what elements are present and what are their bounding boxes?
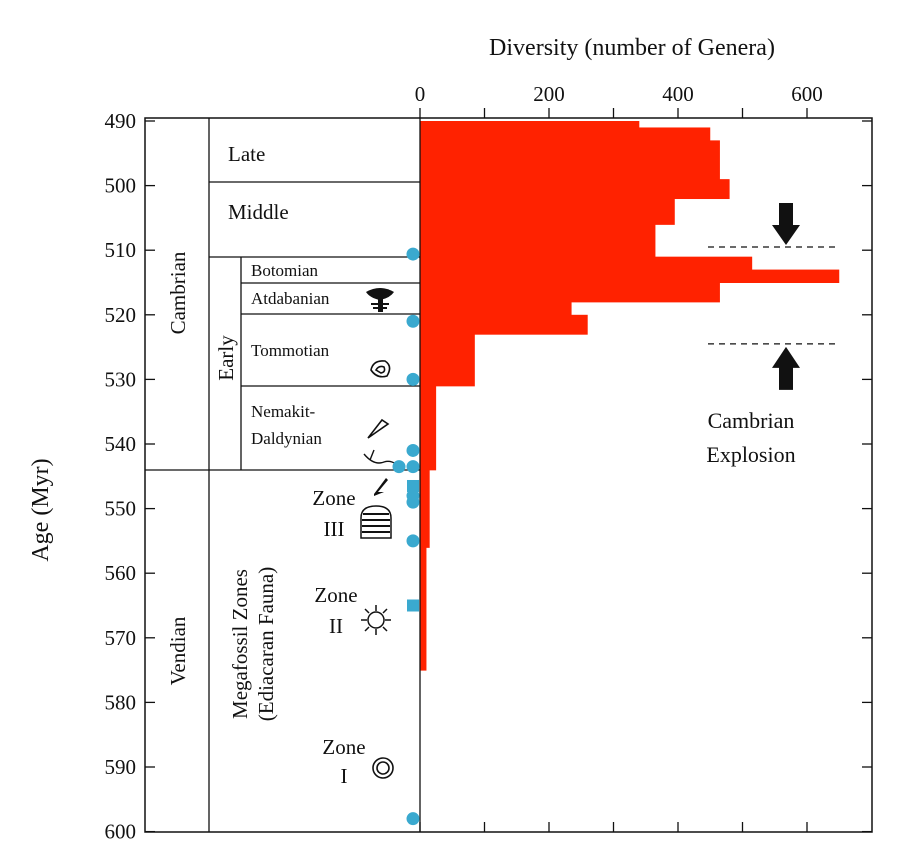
diversity-bar-4 bbox=[420, 198, 675, 225]
sample-markers bbox=[392, 247, 420, 826]
diversity-bar-10 bbox=[420, 314, 588, 335]
y-tick-label-3: 520 bbox=[105, 303, 137, 327]
sample-marker-10 bbox=[407, 599, 419, 612]
x-tick-label-0: 0 bbox=[415, 82, 426, 106]
x-tick-label-1: 200 bbox=[533, 82, 565, 106]
period-label-cambrian: Cambrian bbox=[166, 251, 190, 334]
explosion-label-line1: Cambrian bbox=[708, 408, 795, 433]
y-axis-title: Age (Myr) bbox=[28, 458, 54, 561]
strat-column-lines bbox=[145, 118, 421, 832]
fossil-medusoid-icon bbox=[361, 605, 391, 635]
fossil-cone-icon bbox=[367, 418, 390, 439]
diversity-bar-13 bbox=[420, 469, 430, 548]
epoch-label-early: Early bbox=[214, 335, 238, 381]
fossil-frond-icon bbox=[360, 505, 392, 539]
epoch-label-middle: Middle bbox=[228, 200, 289, 224]
diversity-bar-0 bbox=[420, 121, 640, 128]
x-axis-ticks: 0 200 400 600 bbox=[415, 82, 823, 832]
explosion-label-line2: Explosion bbox=[706, 442, 795, 467]
y-tick-label-4: 530 bbox=[105, 367, 137, 391]
period-label-vendian: Vendian bbox=[166, 616, 190, 685]
y-tick-label-11: 600 bbox=[105, 820, 137, 844]
sample-marker-4 bbox=[392, 460, 406, 474]
y-tick-label-1: 500 bbox=[105, 174, 137, 198]
sample-marker-0 bbox=[406, 247, 420, 261]
diversity-bar-14 bbox=[420, 547, 427, 671]
diversity-bar-11 bbox=[420, 334, 475, 387]
diversity-bar-7 bbox=[420, 269, 840, 283]
cambrian-explosion-annotation: Cambrian Explosion bbox=[706, 202, 838, 467]
diversity-bar-5 bbox=[420, 224, 656, 258]
y-tick-label-6: 550 bbox=[105, 497, 137, 521]
megafossil-label-line2: (Ediacaran Fauna) bbox=[254, 567, 278, 722]
y-tick-label-8: 570 bbox=[105, 626, 137, 650]
sample-marker-6 bbox=[407, 479, 419, 492]
stage-label-nemakit: Nemakit- bbox=[251, 402, 316, 421]
sample-marker-8 bbox=[406, 495, 420, 509]
sample-marker-3 bbox=[406, 443, 420, 457]
diversity-bars bbox=[420, 121, 840, 671]
sample-marker-5 bbox=[406, 460, 420, 474]
stage-label-daldynian: Daldynian bbox=[251, 429, 322, 448]
sample-marker-11 bbox=[406, 812, 420, 826]
y-tick-label-5: 540 bbox=[105, 432, 137, 456]
y-tick-label-7: 560 bbox=[105, 561, 137, 585]
x-tick-label-2: 400 bbox=[662, 82, 694, 106]
x-axis-title: Diversity (number of Genera) bbox=[489, 35, 775, 61]
stage-label-botomian: Botomian bbox=[251, 261, 319, 280]
sample-marker-1 bbox=[406, 314, 420, 328]
zone-i-label-line1: Zone bbox=[322, 735, 365, 759]
zone-iii-label-line2: III bbox=[324, 517, 345, 541]
diversity-bar-2 bbox=[420, 140, 720, 180]
fossil-shell-icon bbox=[370, 360, 391, 378]
plot-frame bbox=[144, 117, 873, 833]
down-arrow-icon bbox=[772, 202, 800, 245]
diversity-bar-3 bbox=[420, 179, 730, 200]
epoch-label-late: Late bbox=[228, 142, 265, 166]
fossil-arrow-icon bbox=[374, 478, 388, 496]
diversity-bar-6 bbox=[420, 256, 753, 271]
zone-ii-label-line2: II bbox=[329, 614, 343, 638]
y-axis-ticks: 490 500 510 520 530 540 550 560 570 580 590 600 bbox=[105, 109, 872, 844]
zone-i-label-line2: I bbox=[341, 764, 348, 788]
fossil-trilobite-icon bbox=[366, 288, 394, 312]
x-tick-label-3: 600 bbox=[791, 82, 823, 106]
sample-marker-9 bbox=[406, 534, 420, 548]
diversity-bar-12 bbox=[420, 385, 437, 471]
diversity-bar-1 bbox=[420, 127, 711, 141]
zone-ii-label-line1: Zone bbox=[314, 583, 357, 607]
diversity-bar-9 bbox=[420, 301, 572, 316]
zone-iii-label-line1: Zone bbox=[312, 486, 355, 510]
stage-label-atdabanian: Atdabanian bbox=[251, 289, 330, 308]
y-tick-label-2: 510 bbox=[105, 238, 137, 262]
y-tick-label-0: 490 bbox=[105, 109, 137, 133]
fossil-disc-icon bbox=[372, 757, 394, 779]
y-tick-label-10: 590 bbox=[105, 755, 137, 779]
sample-marker-2 bbox=[406, 372, 420, 386]
up-arrow-icon bbox=[772, 346, 800, 390]
y-tick-label-9: 580 bbox=[105, 690, 137, 714]
diversity-bar-8 bbox=[420, 282, 720, 303]
megafossil-label-line1: Megafossil Zones bbox=[228, 569, 252, 719]
fossil-tube-icon bbox=[363, 449, 397, 465]
stage-label-tommotian: Tommotian bbox=[251, 341, 330, 360]
